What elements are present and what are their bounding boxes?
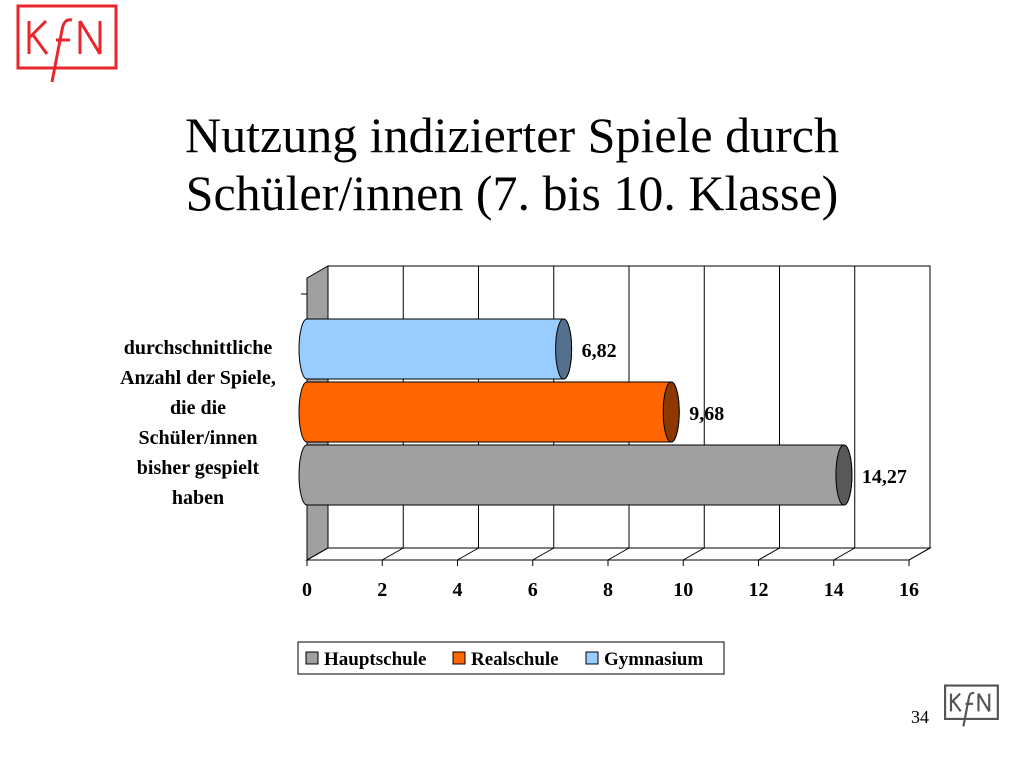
floor-gridline: [607, 547, 630, 561]
bar-hauptschule: [298, 444, 853, 506]
bar-realschule: [298, 381, 680, 443]
x-tick-label: 14: [824, 579, 844, 601]
floor-gridline: [382, 547, 404, 561]
x-tick-label: 10: [673, 579, 693, 601]
category-label-line: durchschnittliche: [124, 337, 273, 359]
x-tick-label: 6: [528, 579, 538, 601]
x-tick-label: 4: [453, 579, 463, 601]
floor-gridline: [683, 547, 705, 561]
floor-gridline: [833, 547, 855, 561]
legend-swatch-gymnasium: [585, 651, 599, 665]
category-label-line: haben: [172, 487, 224, 509]
floor-gridline: [908, 547, 931, 561]
bar-gymnasium: [298, 318, 573, 380]
title-line-2: Schüler/innen (7. bis 10. Klasse): [185, 164, 839, 221]
page-number: 34: [911, 707, 929, 727]
floor-gridline: [758, 547, 780, 561]
legend-label-gymnasium: Gymnasium: [604, 649, 703, 670]
slide-title: Nutzung indizierter Spiele durch Schüler…: [0, 106, 1024, 222]
category-label-line: die die: [170, 397, 226, 419]
legend-label-hauptschule: Hauptschule: [324, 649, 426, 670]
bar-end-hauptschule: [835, 444, 853, 506]
floor-gridline: [457, 547, 479, 561]
floor-gridline: [306, 547, 329, 561]
title-line-1: Nutzung indizierter Spiele durch: [185, 106, 839, 163]
category-label-line: bisher gespielt: [137, 457, 260, 479]
legend-box: [297, 641, 725, 675]
category-label-line: Schüler/innen: [139, 427, 258, 449]
floor-gridline: [532, 547, 554, 561]
data-label-realschule: 9,68: [689, 403, 724, 425]
kfn-logo-small-icon: [944, 684, 999, 727]
bar-end-gymnasium: [555, 318, 573, 380]
category-label-line: Anzahl der Spiele,: [120, 367, 276, 389]
data-label-gymnasium: 6,82: [582, 340, 617, 362]
x-tick-label: 2: [377, 579, 387, 601]
kfn-logo-icon: [16, 4, 118, 83]
bar-end-realschule: [662, 381, 680, 443]
data-label-hauptschule: 14,27: [862, 466, 907, 488]
legend-swatch-hauptschule: [305, 651, 319, 665]
x-tick-label: 12: [749, 579, 769, 601]
legend-label-realschule: Realschule: [471, 649, 559, 670]
x-tick-label: 8: [603, 579, 613, 601]
legend-swatch-realschule: [452, 651, 466, 665]
x-tick-label: 0: [302, 579, 312, 601]
x-tick-label: 16: [899, 579, 919, 601]
